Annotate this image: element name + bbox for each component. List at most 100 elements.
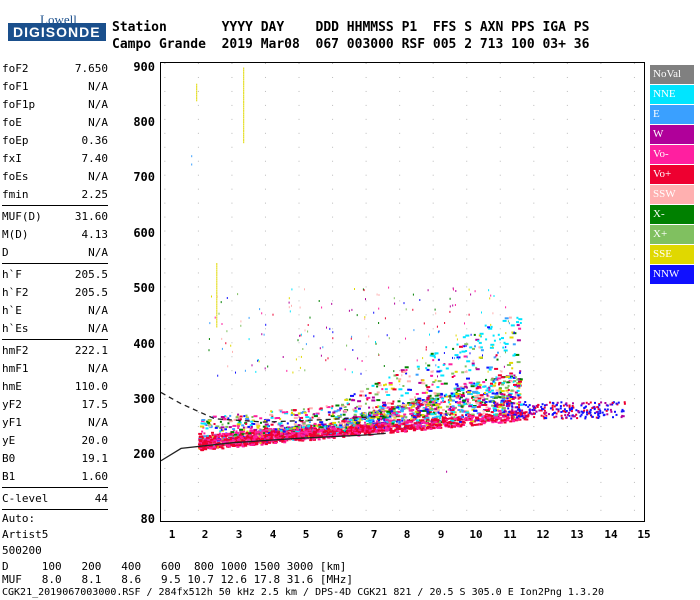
echo-point (243, 94, 245, 97)
echo-point (564, 403, 567, 406)
grid-dot (499, 230, 501, 232)
echo-point (251, 419, 255, 422)
echo-point (279, 423, 281, 426)
echo-point (424, 408, 429, 411)
parameter-separator (2, 487, 108, 488)
grid-dot (164, 412, 166, 414)
echo-point (276, 432, 280, 435)
echo-point (389, 431, 393, 434)
echo-point (266, 425, 269, 428)
grid-dot (533, 286, 535, 288)
grid-dot (231, 132, 233, 134)
echo-point (264, 435, 268, 438)
echo-point (462, 392, 465, 395)
echo-point (199, 447, 203, 450)
echo-point (505, 404, 508, 407)
echo-point (436, 392, 441, 395)
echo-point (389, 415, 392, 418)
echo-point (304, 369, 306, 372)
echo-point (516, 416, 519, 419)
echo-point (461, 395, 465, 398)
echo-point (437, 358, 440, 361)
echo-point (246, 435, 249, 438)
echo-point (434, 407, 438, 410)
echo-point (466, 402, 471, 405)
echo-point (225, 342, 227, 345)
echo-point (340, 433, 343, 436)
echo-point (336, 427, 340, 430)
echo-point (490, 343, 495, 346)
grid-dot (533, 398, 535, 400)
grid-dot (633, 76, 635, 78)
echo-point (285, 434, 289, 437)
echo-point (413, 422, 417, 425)
grid-dot (365, 174, 367, 176)
echo-point (591, 415, 594, 418)
echo-point (376, 399, 381, 402)
grid-dot (264, 509, 266, 511)
echo-point (216, 283, 218, 286)
echo-point (426, 397, 430, 400)
echo-point (609, 403, 612, 406)
echo-point (516, 396, 519, 399)
grid-dot (365, 509, 367, 511)
echo-point (609, 408, 612, 411)
echo-point (282, 435, 285, 438)
echo-point (500, 393, 504, 396)
x-tick-label: 12 (536, 528, 550, 541)
echo-point (453, 416, 456, 419)
echo-point (582, 411, 585, 414)
grid-dot (332, 342, 334, 344)
echo-point (459, 345, 463, 348)
echo-point (372, 414, 377, 417)
echo-point (506, 404, 511, 407)
echo-point (220, 436, 223, 439)
echo-point (243, 112, 245, 115)
echo-point (515, 418, 519, 421)
echo-point (491, 421, 495, 424)
grid-dot (298, 258, 300, 260)
echo-point (464, 419, 468, 422)
parameter-label: h`E (2, 304, 22, 317)
echo-point (232, 433, 234, 435)
echo-point (474, 384, 478, 387)
echo-point (245, 426, 250, 429)
grid-dot (566, 342, 568, 344)
echo-point (375, 424, 378, 427)
echo-point (443, 394, 446, 397)
echo-point (569, 409, 572, 412)
echo-point (213, 423, 216, 425)
grid-dot (365, 216, 367, 218)
echo-point (445, 367, 449, 370)
echo-point (260, 443, 264, 446)
echo-point (343, 422, 347, 424)
echo-point (449, 297, 451, 300)
echo-point (208, 349, 210, 352)
echo-point (300, 434, 304, 437)
echo-point (374, 393, 379, 396)
grid-dot (466, 342, 468, 344)
echo-point (492, 381, 496, 384)
echo-point (451, 376, 454, 378)
echo-point (321, 434, 325, 437)
echo-point (442, 412, 445, 415)
echo-point (261, 430, 264, 433)
parameter-row: foF1 N/A (2, 78, 108, 96)
echo-point (278, 428, 283, 431)
echo-point (376, 385, 379, 388)
echo-point (239, 418, 242, 421)
echo-point (431, 416, 435, 419)
echo-point (416, 365, 420, 368)
echo-point (391, 420, 396, 423)
echo-point (206, 437, 209, 440)
echo-point (331, 413, 334, 416)
echo-point (532, 406, 535, 409)
echo-point (512, 376, 516, 379)
grid-dot (231, 509, 233, 511)
grid-dot (197, 314, 199, 316)
echo-point (488, 414, 492, 417)
grid-dot (399, 118, 401, 120)
echo-point (308, 421, 311, 424)
echo-point (445, 346, 448, 349)
echo-point (196, 97, 198, 100)
